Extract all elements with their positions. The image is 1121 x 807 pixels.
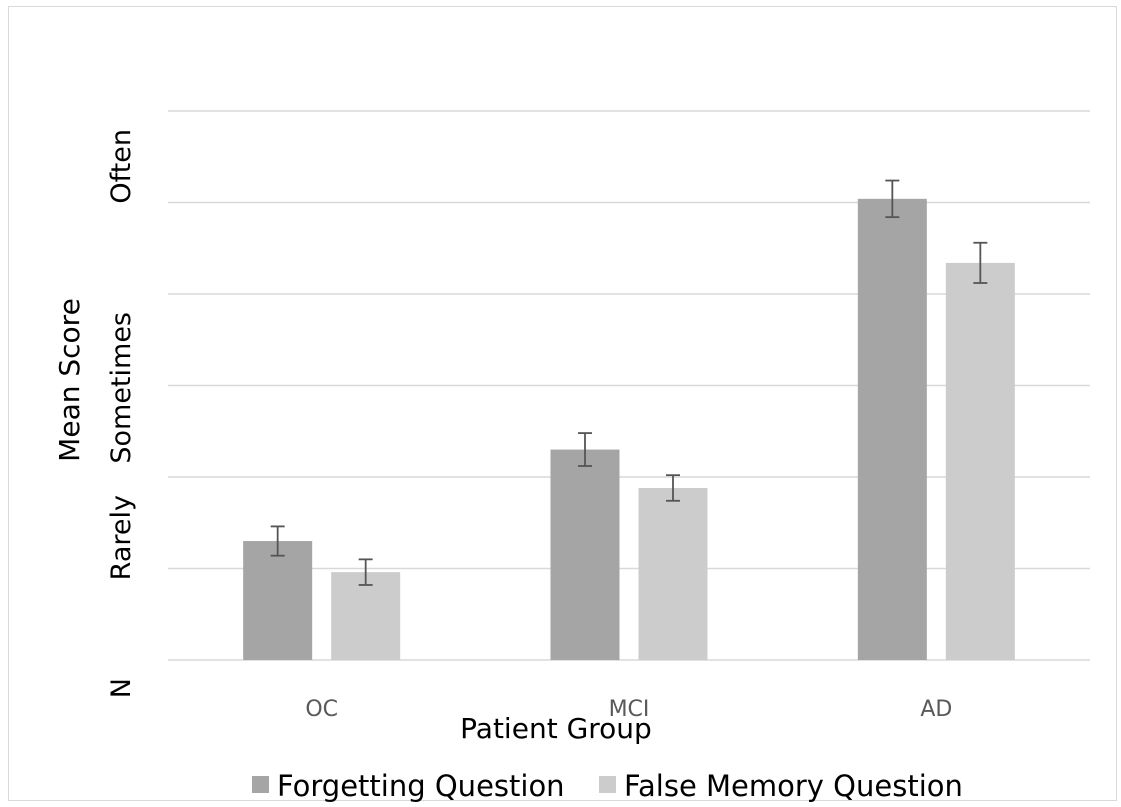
y-tick-label: Often: [106, 129, 137, 204]
x-tick-label: OC: [305, 697, 338, 722]
y-axis-title: Mean Score: [53, 298, 86, 462]
error-bar: [270, 525, 285, 557]
error-bar: [666, 474, 680, 502]
legend-label-forgetting: Forgetting Question: [277, 769, 565, 803]
y-tick-label: Sometimes: [106, 312, 137, 464]
error-bar: [885, 179, 900, 219]
bar-mci-series-0: [550, 449, 620, 660]
legend-label-false-memory: False Memory Question: [624, 769, 963, 803]
bar-mci-series-1: [638, 487, 708, 660]
bar-ad-series-1: [945, 262, 1015, 660]
legend-swatch-forgetting: [252, 776, 269, 793]
legend-swatch-false-memory: [599, 776, 616, 793]
bar-oc-series-1: [331, 572, 401, 660]
gridlines: [168, 110, 1090, 661]
error-bar: [973, 241, 988, 284]
error-bar: [358, 558, 373, 586]
legend: Forgetting Question False Memory Questio…: [252, 769, 963, 803]
chart-frame: [8, 6, 1117, 801]
y-tick-label: Rarely: [106, 495, 137, 580]
x-tick-label: AD: [920, 697, 952, 722]
x-axis-title: Patient Group: [460, 712, 652, 745]
bar-oc-series-0: [243, 541, 313, 660]
error-bar: [578, 432, 592, 467]
bars: [243, 198, 1015, 660]
x-tick-labels: OC MCI AD: [305, 697, 952, 722]
error-bars: [270, 179, 988, 586]
y-tick-labels: N Rarely Sometimes Often: [106, 129, 137, 698]
x-tick-label: MCI: [609, 697, 650, 722]
y-tick-label: N: [106, 678, 137, 698]
bar-ad-series-0: [857, 198, 927, 660]
